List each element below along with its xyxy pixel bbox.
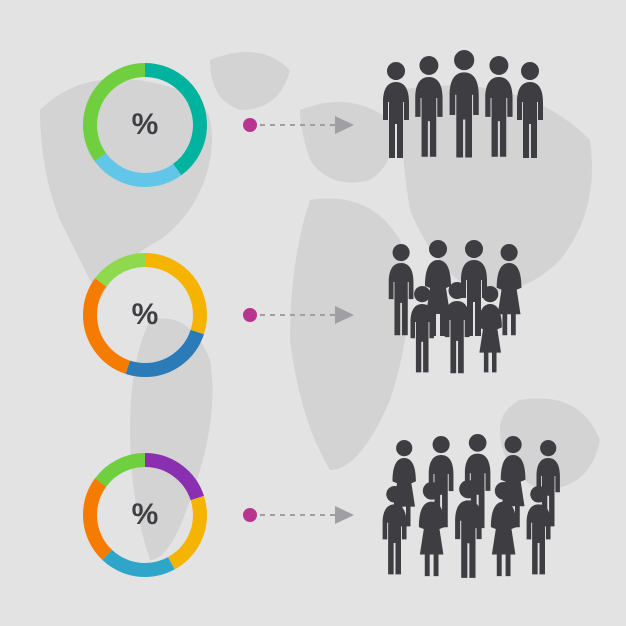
percentage-label: % [132,298,159,332]
percentage-ring: % [70,440,220,590]
people-group [378,40,626,210]
people-group [378,230,626,400]
arrow-head-icon [335,306,354,324]
connector-arrow [240,300,360,330]
connector-arrow [240,110,360,140]
infographic-row: % [0,230,626,400]
person-icon [517,62,543,158]
person-icon [479,286,502,372]
people-group [378,430,626,600]
infographic-row: % [0,40,626,210]
person-icon [389,244,414,335]
person-icon [485,56,512,157]
arrow-head-icon [335,506,354,524]
person-icon [383,62,409,158]
arrow-dot-icon [243,118,257,132]
connector-arrow [240,500,360,530]
percentage-ring: % [70,50,220,200]
person-icon [450,50,479,158]
person-icon [415,56,442,157]
arrow-dot-icon [243,508,257,522]
percentage-ring: % [70,240,220,390]
arrow-dot-icon [243,308,257,322]
infographic-row: % [0,430,626,600]
arrow-head-icon [335,116,354,134]
percentage-label: % [132,498,159,532]
percentage-label: % [132,108,159,142]
person-icon [419,482,444,576]
